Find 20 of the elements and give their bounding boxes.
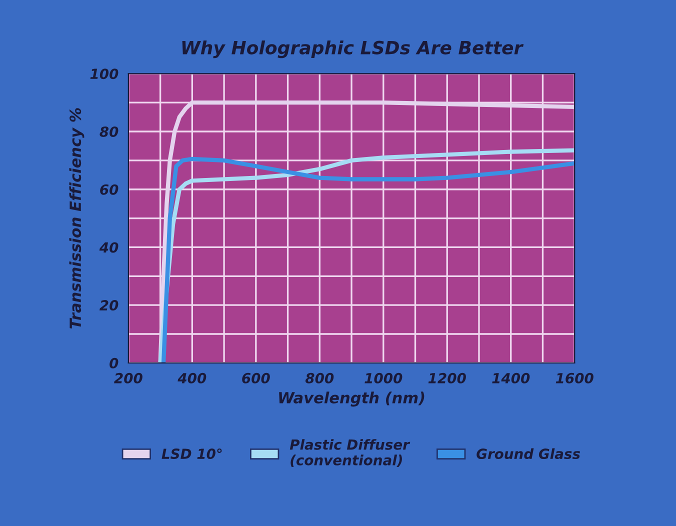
x-tick-label: 1400	[492, 372, 530, 384]
x-tick-label: 600	[242, 372, 270, 384]
x-tick-label: 1000	[364, 372, 402, 384]
y-tick-label: 0	[110, 358, 118, 368]
x-tick-label: 1600	[556, 372, 594, 384]
y-tick-label: 60	[100, 184, 118, 195]
chart-title: Why Holographic LSDs Are Better	[182, 40, 524, 58]
legend-label: LSD 10°	[162, 448, 222, 460]
legend-label: Ground Glass	[476, 448, 580, 460]
x-tick-label: 800	[305, 372, 334, 384]
legend-label: Plastic Diffuser (conventional)	[290, 439, 410, 468]
y-tick-label: 40	[99, 242, 118, 253]
x-axis-title: Wavelength (nm)	[279, 392, 424, 407]
y-tick-label: 80	[100, 126, 118, 137]
x-tick-label: 1200	[428, 372, 466, 384]
x-tick-label: 200	[114, 372, 142, 384]
x-tick-label: 400	[178, 372, 206, 384]
y-tick-label: 20	[100, 300, 118, 311]
y-axis-title: Transmission Efficiency %	[69, 108, 84, 329]
y-tick-label: 100	[90, 68, 118, 80]
